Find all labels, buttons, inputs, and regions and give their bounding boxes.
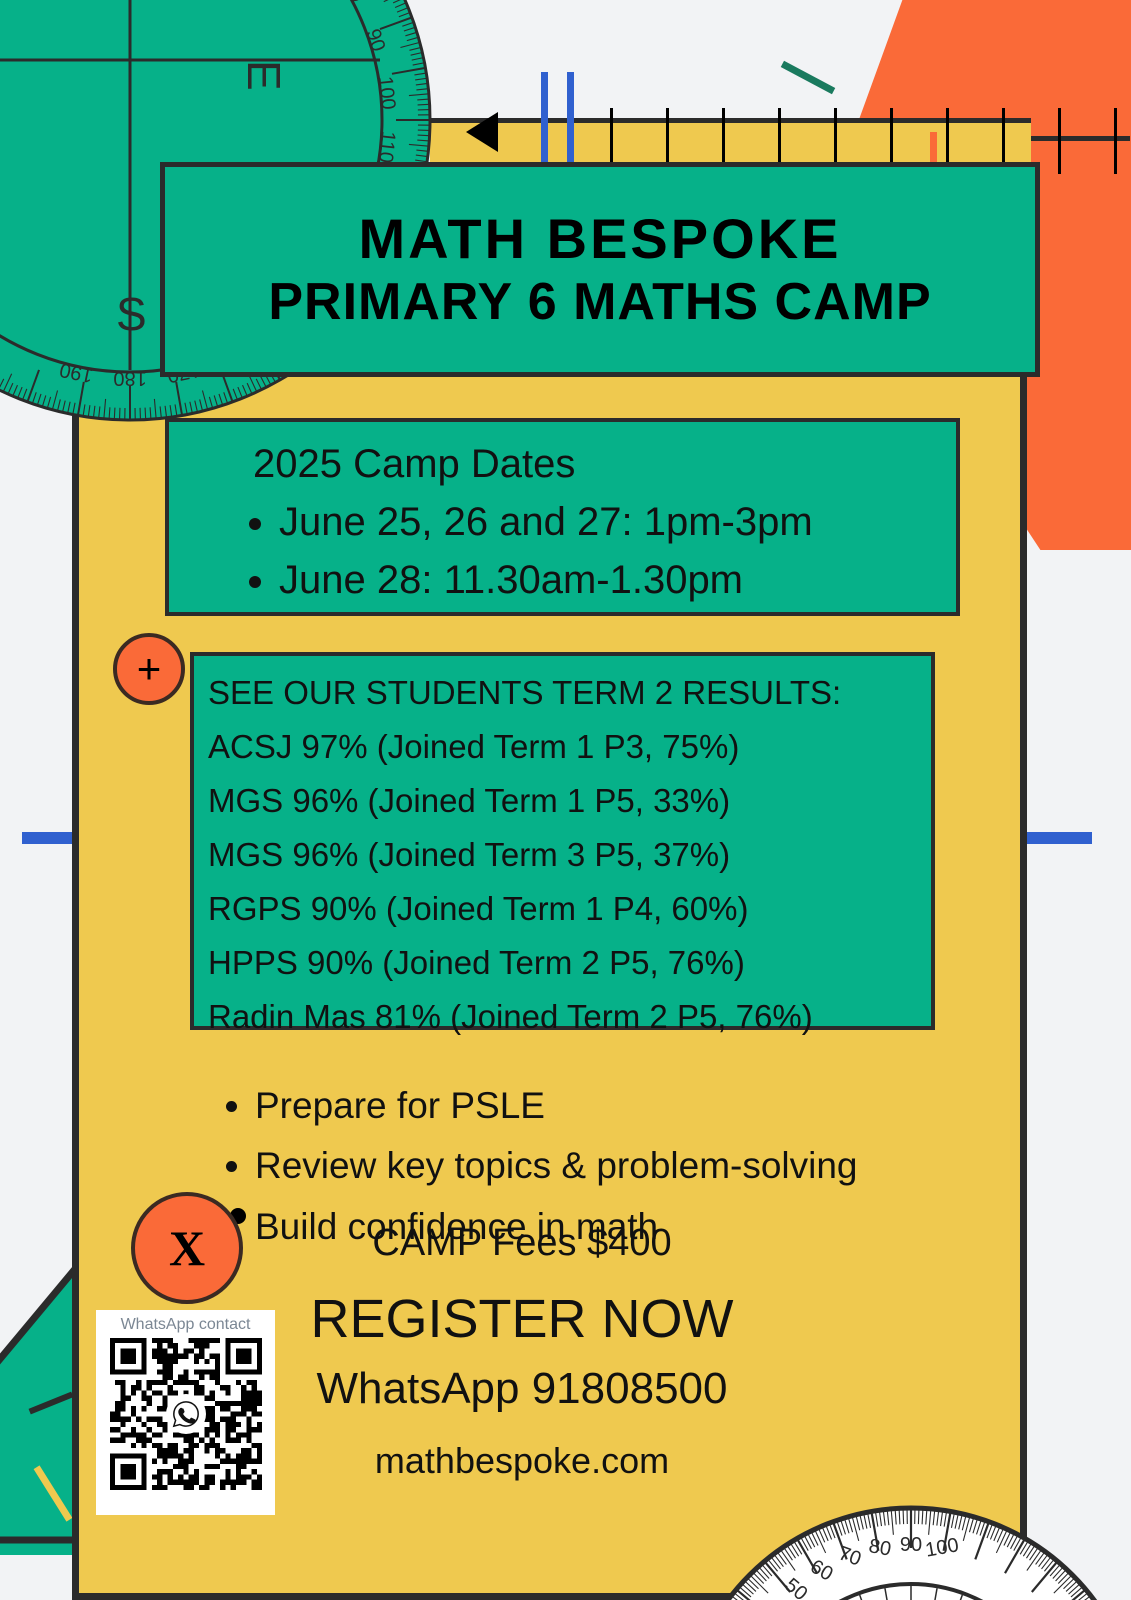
whatsapp-number[interactable]: WhatsApp 91808500	[316, 1364, 728, 1413]
tick-mark	[722, 108, 725, 174]
tick-mark	[610, 108, 613, 174]
list-item: Build confidence in math	[255, 1205, 1015, 1249]
svg-text:90: 90	[900, 1534, 922, 1556]
tick-mark	[1058, 108, 1061, 174]
svg-text:110: 110	[374, 130, 399, 164]
left-arrow-icon	[466, 112, 498, 152]
list-item: June 28: 11.30am-1.30pm	[279, 557, 956, 603]
result-row: Radin Mas 81% (Joined Term 2 P5, 76%)	[208, 998, 813, 1035]
list-item: Review key topics & problem-solving	[255, 1144, 1015, 1188]
list-item: June 25, 26 and 27: 1pm-3pm	[279, 499, 956, 545]
qr-code-image[interactable]	[109, 1338, 262, 1490]
tick-mark	[666, 108, 669, 174]
tick-mark	[946, 108, 949, 174]
tick-mark	[834, 108, 837, 174]
camp-dates-heading: 2025 Camp Dates	[253, 442, 576, 486]
camp-dates-list: June 25, 26 and 27: 1pm-3pm June 28: 11.…	[169, 499, 956, 603]
whatsapp-icon	[165, 1394, 206, 1434]
tick-mark	[778, 108, 781, 174]
features-list: Prepare for PSLE Review key topics & pro…	[215, 1068, 1015, 1249]
tick-mark	[1114, 108, 1117, 174]
svg-text:S: S	[116, 288, 147, 340]
qr-label: WhatsApp contact	[120, 1316, 251, 1333]
camp-dates-panel: 2025 Camp Dates June 25, 26 and 27: 1pm-…	[165, 418, 960, 616]
tick-mark	[1002, 108, 1005, 174]
result-row: MGS 96% (Joined Term 3 P5, 37%)	[208, 836, 731, 873]
whatsapp-qr-card[interactable]: WhatsApp contact	[96, 1310, 275, 1515]
plus-glyph: +	[136, 645, 162, 692]
svg-text:E: E	[238, 60, 290, 91]
results-panel: SEE OUR STUDENTS TERM 2 RESULTS: ACSJ 97…	[190, 652, 935, 1035]
cross-badge-icon: X	[131, 1192, 243, 1304]
camp-fees-text: CAMP Fees $400	[372, 1222, 672, 1264]
register-now-cta[interactable]: REGISTER NOW	[310, 1289, 734, 1349]
list-item: Prepare for PSLE	[255, 1084, 1015, 1128]
protractor-bottom-right-icon: 2030405060708090100	[676, 1266, 1131, 1600]
result-row: RGPS 90% (Joined Term 1 P4, 60%)	[208, 890, 749, 927]
tick-mark	[890, 108, 893, 174]
blue-marker-2	[567, 72, 574, 170]
plus-badge-icon: +	[113, 633, 185, 705]
svg-text:80: 80	[867, 1535, 893, 1561]
orange-marker-top	[930, 132, 937, 168]
result-row: MGS 96% (Joined Term 1 P5, 33%)	[208, 782, 731, 819]
website-link[interactable]: mathbespoke.com	[374, 1440, 670, 1481]
page-title: MATH BESPOKE	[358, 207, 842, 271]
result-row: HPPS 90% (Joined Term 2 P5, 76%)	[208, 944, 745, 981]
cross-glyph: X	[168, 1220, 206, 1276]
blue-marker-1	[541, 72, 548, 170]
svg-text:40: 40	[758, 1598, 789, 1600]
green-slash-decor	[780, 60, 836, 95]
svg-text:80: 80	[338, 0, 368, 6]
results-heading: SEE OUR STUDENTS TERM 2 RESULTS:	[208, 674, 842, 711]
page-subtitle: PRIMARY 6 MATHS CAMP	[268, 272, 932, 331]
svg-text:180: 180	[113, 367, 146, 389]
result-row: ACSJ 97% (Joined Term 1 P3, 75%)	[208, 728, 740, 765]
poster-header: MATH BESPOKE PRIMARY 6 MATHS CAMP	[160, 162, 1040, 377]
svg-text:100: 100	[374, 75, 399, 110]
